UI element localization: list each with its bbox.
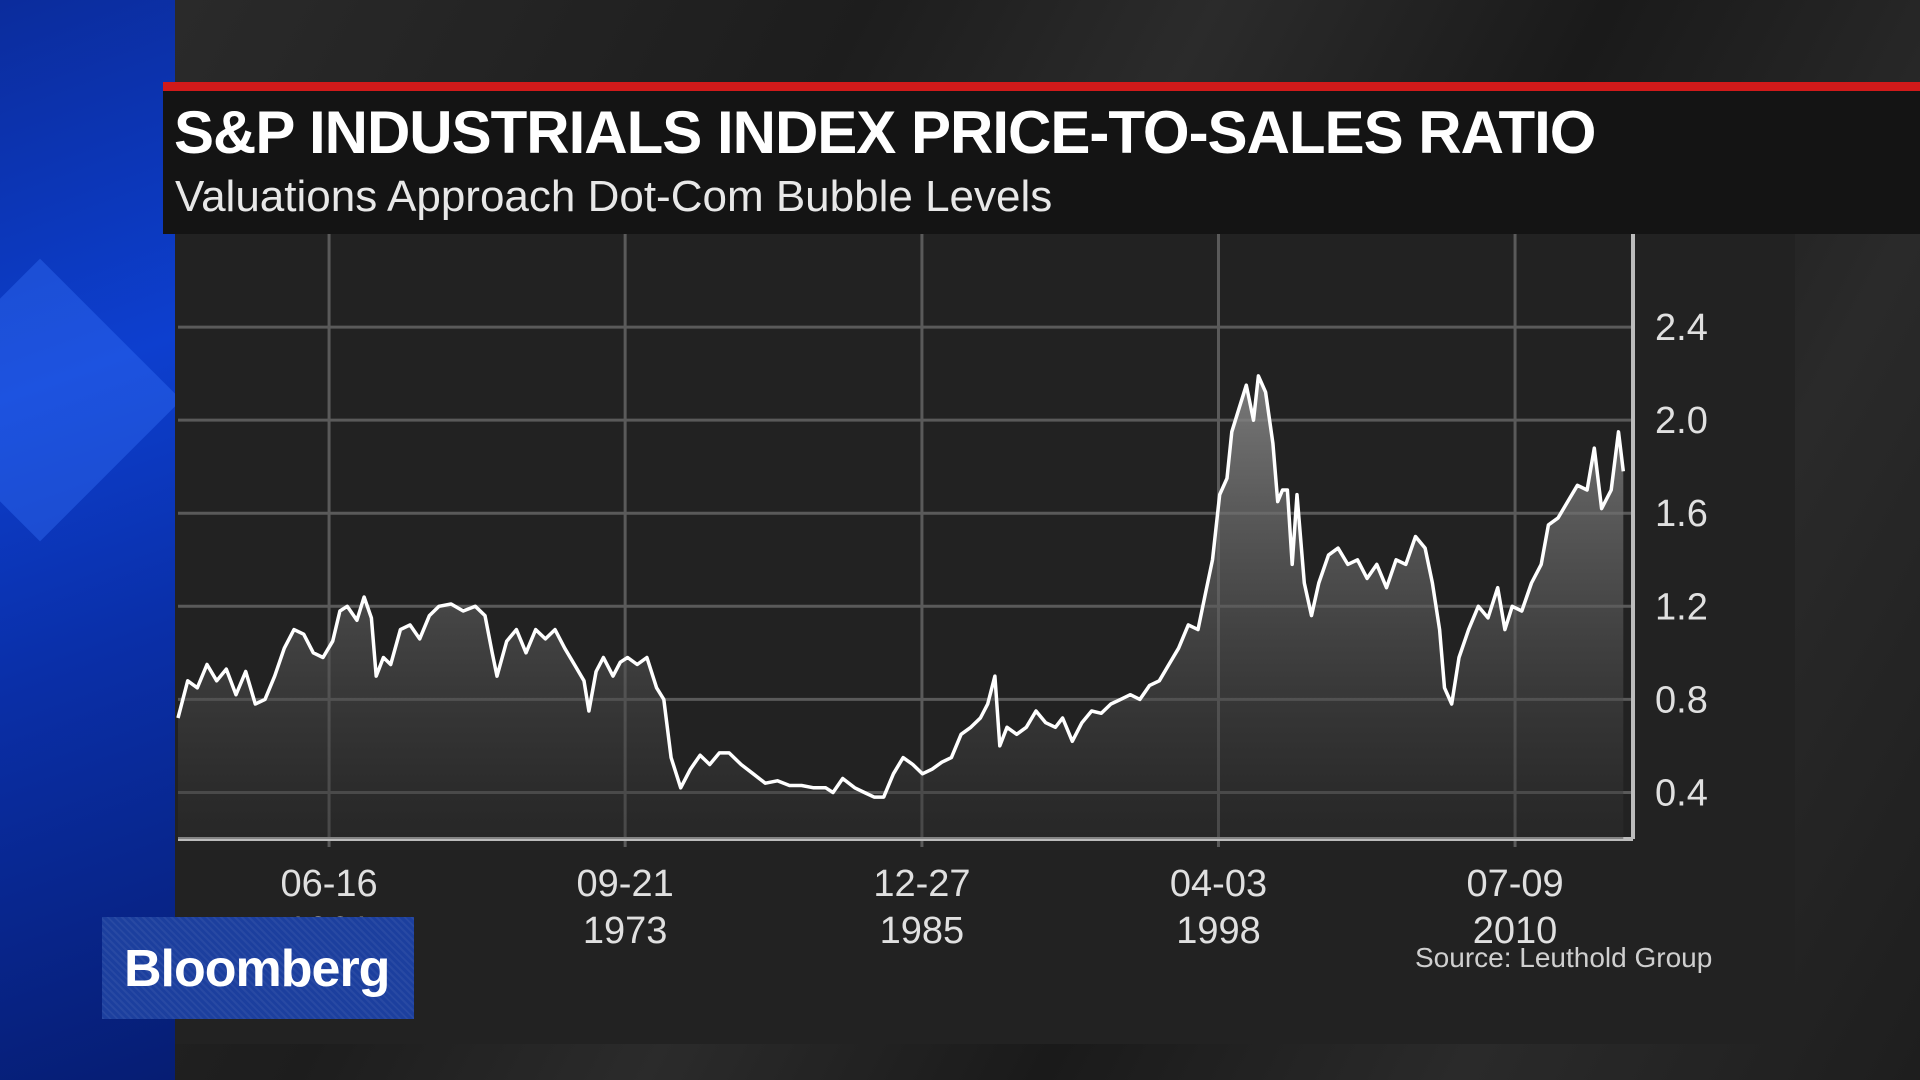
x-tick-label-year: 1985 [880, 910, 965, 952]
x-tick-label-year: 1973 [583, 910, 668, 952]
x-tick-label-date: 06-16 [280, 863, 377, 905]
chart-title: S&P INDUSTRIALS INDEX PRICE-TO-SALES RAT… [174, 99, 1596, 166]
x-tick-label-year: 2010 [1473, 910, 1558, 952]
x-tick-label-date: 12-27 [873, 863, 970, 905]
y-tick-label: 2.4 [1655, 307, 1708, 349]
x-tick-label-date: 07-09 [1466, 863, 1563, 905]
y-tick-label: 0.8 [1655, 679, 1708, 721]
red-accent-rule [163, 82, 1920, 91]
chart-subtitle: Valuations Approach Dot-Com Bubble Level… [175, 172, 1053, 221]
chart-header: S&P INDUSTRIALS INDEX PRICE-TO-SALES RAT… [163, 82, 1920, 234]
x-tick-label-year: 1998 [1176, 910, 1261, 952]
series-line [176, 374, 1626, 799]
x-tick-label-date: 04-03 [1170, 863, 1267, 905]
logo-text: Bloomberg [124, 940, 390, 998]
source-note: Source: Leuthold Group [1415, 942, 1713, 973]
price-to-sales-chart: 0.40.81.21.62.02.406-16196109-21197312-2… [176, 234, 1708, 952]
x-tick-label-date: 09-21 [577, 863, 674, 905]
y-tick-label: 1.6 [1655, 493, 1708, 535]
series-area [178, 375, 1624, 839]
chart-panel: 0.40.81.21.62.02.406-16196109-21197312-2… [175, 234, 1795, 1044]
blue-side-panel [0, 0, 182, 1080]
bloomberg-logo: Bloomberg [102, 917, 414, 1019]
y-tick-label: 0.4 [1655, 772, 1708, 814]
decorative-shape [0, 258, 182, 542]
y-tick-label: 1.2 [1655, 586, 1708, 628]
y-tick-label: 2.0 [1655, 400, 1708, 442]
